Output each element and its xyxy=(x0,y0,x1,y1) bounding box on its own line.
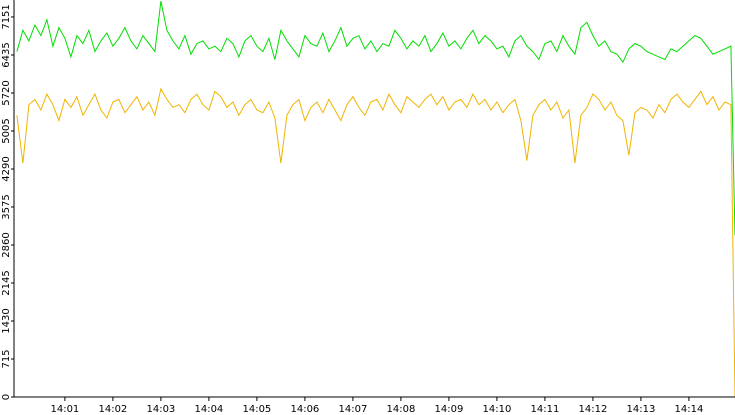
x-tick-label: 14:09 xyxy=(434,404,463,415)
x-tick-label: 14:06 xyxy=(290,404,319,415)
x-tick-label: 14:14 xyxy=(675,404,704,415)
x-tick-label: 14:12 xyxy=(578,404,607,415)
y-tick-label: 5005 xyxy=(1,118,12,143)
x-tick-label: 14:01 xyxy=(50,404,79,415)
series-line xyxy=(16,87,735,398)
x-tick-label: 14:13 xyxy=(627,404,656,415)
y-tick-label: 2860 xyxy=(1,232,12,257)
y-tick-label: 1430 xyxy=(1,308,12,333)
y-tick-label: 6435 xyxy=(1,42,12,67)
x-tick-label: 14:07 xyxy=(338,404,367,415)
x-tick-label: 14:10 xyxy=(482,404,511,415)
y-tick-label: 4290 xyxy=(1,156,12,181)
y-tick-label: 2145 xyxy=(1,270,12,295)
y-tick-label: 0 xyxy=(1,394,12,400)
x-tick-label: 14:05 xyxy=(242,404,271,415)
y-tick-label: 3575 xyxy=(1,194,12,219)
series-line xyxy=(16,0,735,236)
x-tick-label: 14:03 xyxy=(146,404,175,415)
y-tick-label: 7151 xyxy=(1,4,12,29)
y-tick-label: 5720 xyxy=(1,80,12,105)
x-tick-label: 14:02 xyxy=(98,404,127,415)
x-tick-label: 14:08 xyxy=(386,404,415,415)
y-tick-label: 715 xyxy=(1,349,12,368)
x-tick-label: 14:04 xyxy=(194,404,223,415)
x-tick-label: 14:11 xyxy=(530,404,559,415)
